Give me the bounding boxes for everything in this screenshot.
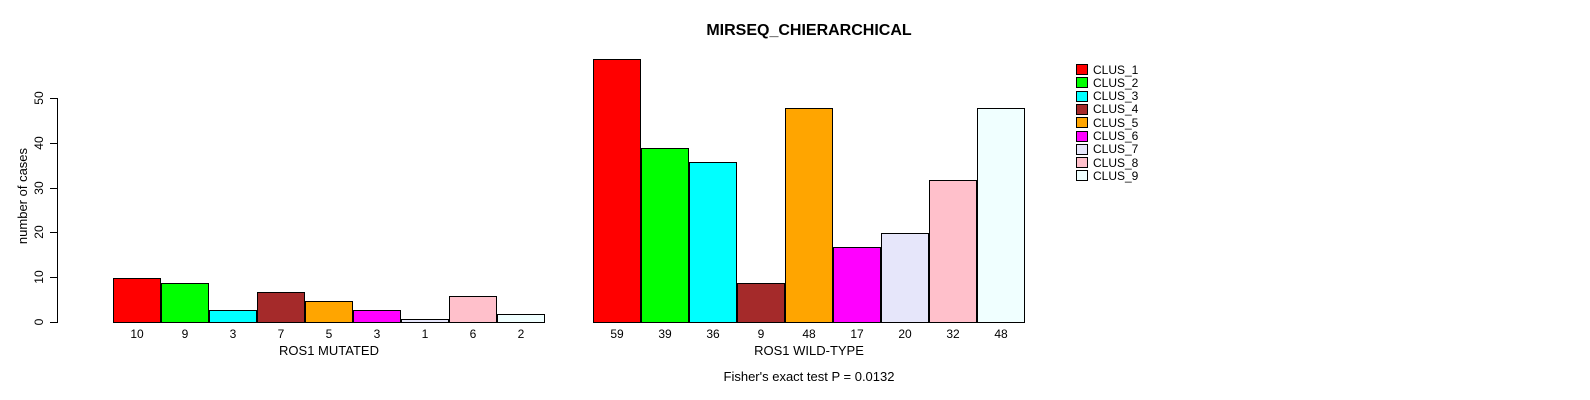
bar-value-label: 5 (325, 327, 333, 341)
legend-label: CLUS_8 (1093, 155, 1139, 170)
bar-value-label: 3 (373, 327, 381, 341)
bar-value-label: 3 (229, 327, 237, 341)
y-tick-mark (50, 188, 57, 189)
bar-value-label: 9 (181, 327, 189, 341)
y-tick-label: 50 (32, 91, 46, 105)
x-axis-group-label: ROS1 MUTATED (279, 343, 379, 358)
y-tick-mark (50, 232, 57, 233)
bar (209, 310, 257, 323)
bar-value-label: 6 (469, 327, 477, 341)
y-axis-title: number of cases (15, 147, 30, 245)
bar (785, 108, 833, 323)
y-tick-mark (50, 322, 57, 323)
legend-label: CLUS_4 (1093, 102, 1139, 117)
bar (401, 319, 449, 323)
bar-value-label: 48 (802, 327, 816, 341)
y-tick-label: 0 (32, 318, 46, 326)
bar-value-label: 7 (277, 327, 285, 341)
y-tick-mark (50, 98, 57, 99)
bar (497, 314, 545, 323)
bar (641, 148, 689, 323)
y-tick-label: 10 (32, 270, 46, 284)
legend-swatch (1076, 64, 1088, 75)
bar-value-label: 2 (517, 327, 525, 341)
legend-label: CLUS_1 (1093, 62, 1139, 77)
bar (257, 292, 305, 323)
bar-value-label: 10 (130, 327, 144, 341)
bar (593, 59, 641, 323)
legend-swatch (1076, 77, 1088, 89)
y-tick-label: 30 (32, 181, 46, 195)
legend-label: CLUS_3 (1093, 89, 1139, 104)
legend-swatch (1076, 90, 1088, 102)
y-tick-label: 20 (32, 225, 46, 239)
legend-swatch (1076, 143, 1088, 155)
chart-title: MIRSEQ_CHIERARCHICAL (706, 22, 912, 39)
legend-label: CLUS_9 (1093, 168, 1139, 183)
legend-label: CLUS_6 (1093, 129, 1139, 143)
legend-swatch (1076, 103, 1088, 115)
bar-value-label: 20 (898, 327, 912, 341)
bar (833, 247, 881, 323)
y-tick-mark (50, 277, 57, 278)
legend-label: CLUS_7 (1093, 142, 1139, 157)
bar (689, 162, 737, 323)
bar (977, 108, 1025, 323)
legend-swatch (1076, 157, 1088, 169)
bar-value-label: 32 (946, 327, 960, 341)
bar (449, 296, 497, 323)
bar (353, 310, 401, 323)
bar-value-label: 1 (421, 327, 429, 341)
y-axis-line (57, 98, 58, 323)
legend-label: CLUS_2 (1093, 75, 1139, 90)
bar (161, 283, 209, 323)
bar-value-label: 39 (658, 327, 672, 341)
bar (929, 180, 977, 323)
y-tick-mark (50, 143, 57, 144)
bar-value-label: 17 (850, 327, 864, 341)
y-tick-label: 40 (32, 136, 46, 150)
bar-value-label: 9 (757, 327, 765, 341)
legend-swatch (1076, 170, 1088, 182)
legend-swatch (1076, 130, 1088, 142)
legend-swatch (1076, 117, 1088, 129)
bar (881, 233, 929, 323)
bar (113, 278, 161, 323)
x-axis-group-label: ROS1 WILD-TYPE (754, 343, 864, 358)
stat-test-caption: Fisher's exact test P = 0.0132 (723, 369, 895, 384)
bar-value-label: 48 (994, 327, 1008, 341)
legend-label: CLUS_5 (1093, 115, 1139, 130)
bar-value-label: 36 (706, 327, 720, 341)
bar (737, 283, 785, 323)
bar (305, 301, 353, 323)
bar-value-label: 59 (610, 327, 624, 341)
